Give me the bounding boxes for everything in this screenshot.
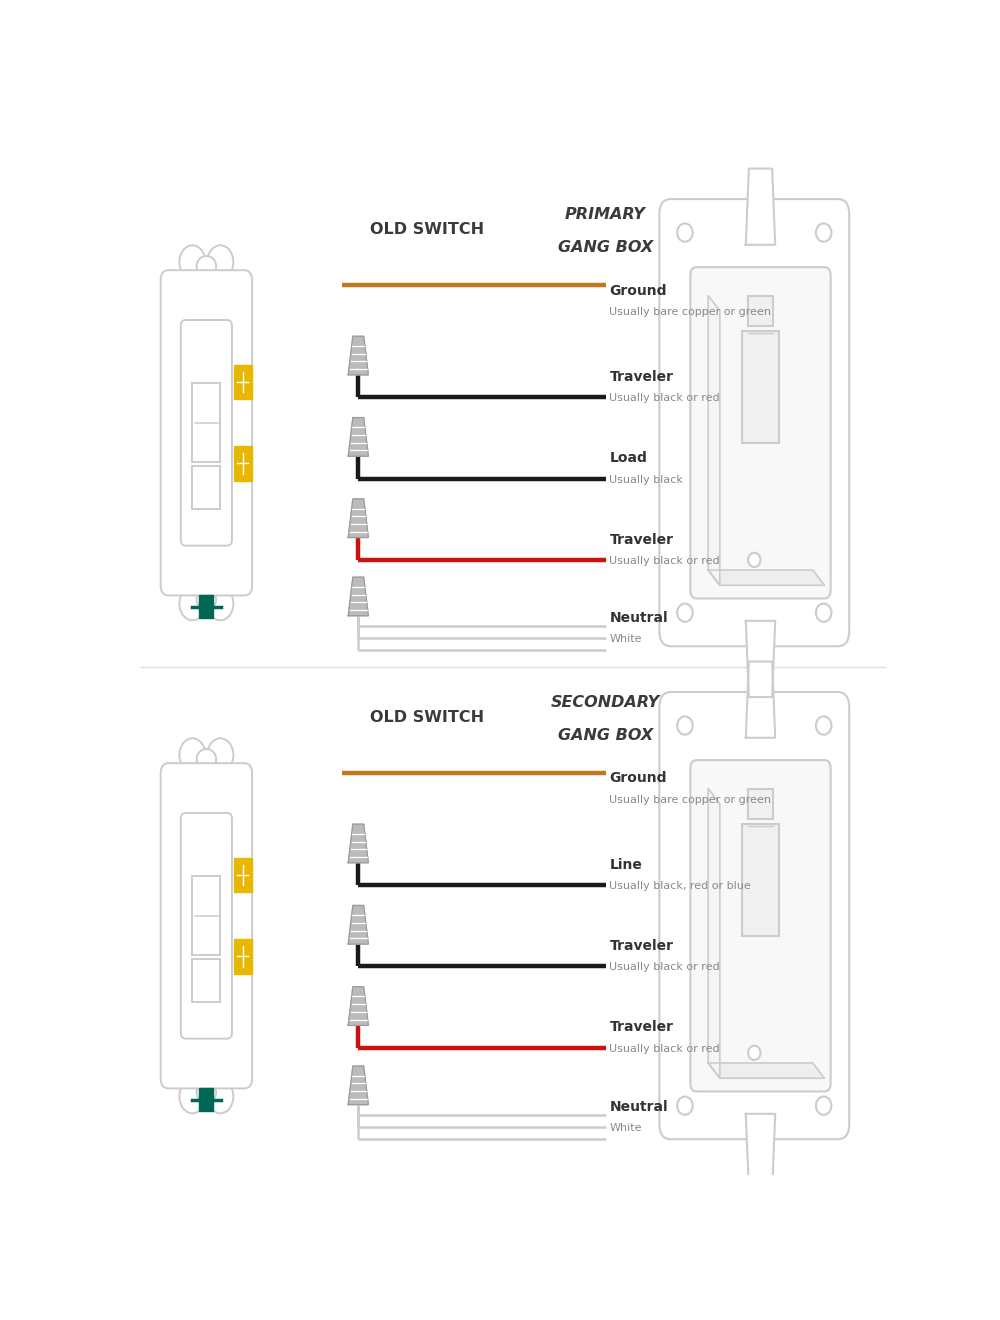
Polygon shape xyxy=(348,577,368,615)
Ellipse shape xyxy=(816,717,831,735)
Polygon shape xyxy=(348,987,368,1026)
Polygon shape xyxy=(746,661,775,738)
Ellipse shape xyxy=(179,587,205,620)
Ellipse shape xyxy=(207,738,233,772)
Bar xyxy=(192,466,220,508)
Bar xyxy=(192,383,220,462)
Text: Usually black, red or blue: Usually black, red or blue xyxy=(609,882,751,891)
Bar xyxy=(199,1089,213,1110)
Ellipse shape xyxy=(197,748,216,770)
Polygon shape xyxy=(708,570,824,585)
Text: Usually bare copper or green: Usually bare copper or green xyxy=(609,306,771,317)
FancyBboxPatch shape xyxy=(659,199,849,647)
Polygon shape xyxy=(746,620,775,697)
Bar xyxy=(234,364,252,399)
Polygon shape xyxy=(348,906,368,944)
Text: Neutral: Neutral xyxy=(609,1100,668,1114)
Ellipse shape xyxy=(179,738,205,772)
Polygon shape xyxy=(708,1063,824,1078)
Text: Traveler: Traveler xyxy=(609,1020,673,1035)
Polygon shape xyxy=(708,296,720,585)
Ellipse shape xyxy=(207,587,233,620)
FancyBboxPatch shape xyxy=(690,267,831,598)
Ellipse shape xyxy=(748,553,761,568)
Text: PRIMARY: PRIMARY xyxy=(565,207,646,223)
Bar xyxy=(234,858,252,892)
Ellipse shape xyxy=(200,859,213,882)
Text: White: White xyxy=(609,1123,642,1133)
Text: Usually black or red: Usually black or red xyxy=(609,962,720,973)
Ellipse shape xyxy=(207,1080,233,1113)
Polygon shape xyxy=(746,169,775,244)
Bar xyxy=(234,446,252,480)
Text: Ground: Ground xyxy=(609,284,667,297)
Text: GANG BOX: GANG BOX xyxy=(558,240,653,255)
Ellipse shape xyxy=(677,717,693,735)
Text: Usually black: Usually black xyxy=(609,475,683,484)
Text: Traveler: Traveler xyxy=(609,370,673,384)
Bar xyxy=(742,331,779,444)
Text: SECONDARY: SECONDARY xyxy=(551,696,660,710)
Bar xyxy=(742,824,779,936)
Ellipse shape xyxy=(200,488,213,511)
Ellipse shape xyxy=(207,246,233,279)
Bar xyxy=(192,960,220,1002)
FancyBboxPatch shape xyxy=(181,319,232,545)
FancyBboxPatch shape xyxy=(161,271,252,595)
FancyBboxPatch shape xyxy=(161,763,252,1089)
FancyBboxPatch shape xyxy=(181,813,232,1039)
Text: Usually black or red: Usually black or red xyxy=(609,1044,720,1053)
Text: Usually bare copper or green: Usually bare copper or green xyxy=(609,795,771,805)
Text: Usually black or red: Usually black or red xyxy=(609,556,720,566)
Text: Usually black or red: Usually black or red xyxy=(609,393,720,404)
Bar xyxy=(748,296,773,326)
Text: OLD SWITCH: OLD SWITCH xyxy=(370,710,484,725)
Text: OLD SWITCH: OLD SWITCH xyxy=(370,222,484,238)
Ellipse shape xyxy=(197,1082,216,1102)
Bar xyxy=(748,788,773,818)
Ellipse shape xyxy=(816,223,831,242)
Polygon shape xyxy=(348,1067,368,1105)
Text: Load: Load xyxy=(609,451,647,465)
Polygon shape xyxy=(348,417,368,457)
Text: Traveler: Traveler xyxy=(609,939,673,953)
FancyBboxPatch shape xyxy=(659,692,849,1139)
FancyBboxPatch shape xyxy=(690,760,831,1092)
Bar xyxy=(199,595,213,618)
Ellipse shape xyxy=(197,256,216,276)
Polygon shape xyxy=(348,337,368,375)
Ellipse shape xyxy=(677,1097,693,1115)
Polygon shape xyxy=(746,1114,775,1191)
Text: Ground: Ground xyxy=(609,771,667,785)
Ellipse shape xyxy=(677,223,693,242)
Text: Neutral: Neutral xyxy=(609,611,668,624)
Ellipse shape xyxy=(197,590,216,610)
Ellipse shape xyxy=(748,1045,761,1060)
Text: Line: Line xyxy=(609,858,642,871)
Polygon shape xyxy=(348,824,368,863)
Ellipse shape xyxy=(200,367,213,389)
Text: Traveler: Traveler xyxy=(609,532,673,546)
Ellipse shape xyxy=(200,982,213,1005)
Text: White: White xyxy=(609,634,642,644)
Ellipse shape xyxy=(746,379,760,395)
Ellipse shape xyxy=(746,873,760,888)
Polygon shape xyxy=(708,788,720,1078)
Ellipse shape xyxy=(677,603,693,622)
Ellipse shape xyxy=(816,603,831,622)
Bar xyxy=(234,939,252,974)
Ellipse shape xyxy=(179,1080,205,1113)
Bar xyxy=(192,876,220,956)
Polygon shape xyxy=(348,499,368,537)
Ellipse shape xyxy=(816,1097,831,1115)
Text: GANG BOX: GANG BOX xyxy=(558,727,653,743)
Ellipse shape xyxy=(179,246,205,279)
